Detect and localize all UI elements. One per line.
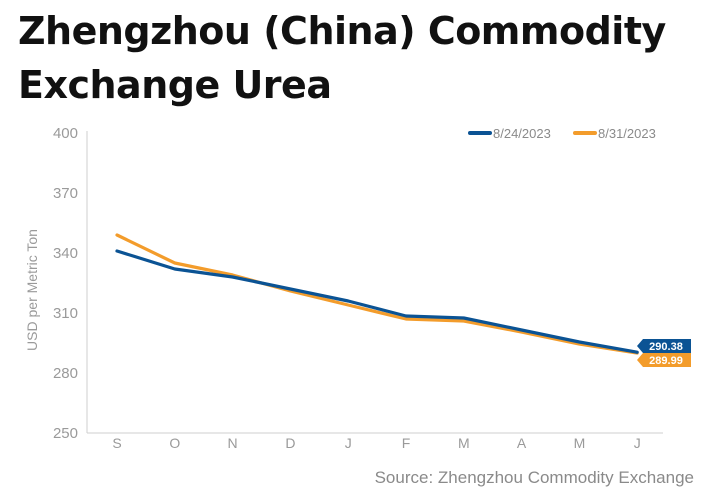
- end-label-tag: [637, 353, 691, 367]
- x-tick-label: N: [228, 435, 238, 451]
- end-label-tag: [637, 339, 691, 353]
- y-tick-label: 340: [53, 245, 78, 262]
- x-tick-label: F: [402, 435, 411, 451]
- x-tick-label: J: [634, 435, 641, 451]
- x-tick-label: M: [574, 435, 586, 451]
- y-tick-label: 310: [53, 305, 78, 322]
- series-line: [115, 249, 639, 354]
- x-tick-label: S: [112, 435, 121, 451]
- y-tick-label: 280: [53, 365, 78, 382]
- y-tick-label: 250: [53, 425, 78, 442]
- y-tick-label: 400: [53, 125, 78, 142]
- chart-title: Zhengzhou (China) Commodity Exchange Ure…: [18, 9, 666, 107]
- x-tick-label: D: [285, 435, 295, 451]
- axes: 250 280 310 340 370 400 S O N D J F M A M J USD per Metr…: [24, 125, 663, 451]
- y-tick-label: 370: [53, 185, 78, 202]
- y-axis-title: USD per Metric Ton: [24, 229, 40, 351]
- x-tick-label: O: [169, 435, 180, 451]
- series-lines: [115, 233, 639, 355]
- legend-label: 8/31/2023: [598, 126, 656, 141]
- x-tick-label: M: [458, 435, 470, 451]
- x-tick-label: J: [345, 435, 352, 451]
- end-labels: 290.38 289.99: [637, 339, 691, 367]
- legend-label: 8/24/2023: [493, 126, 551, 141]
- legend: 8/24/2023 8/31/2023: [468, 126, 656, 141]
- end-value-label: 289.99: [649, 355, 683, 367]
- series-line: [115, 233, 639, 355]
- x-tick-label: A: [517, 435, 527, 451]
- end-value-label: 290.38: [649, 341, 683, 353]
- source-note: Source: Zhengzhou Commodity Exchange: [374, 468, 694, 487]
